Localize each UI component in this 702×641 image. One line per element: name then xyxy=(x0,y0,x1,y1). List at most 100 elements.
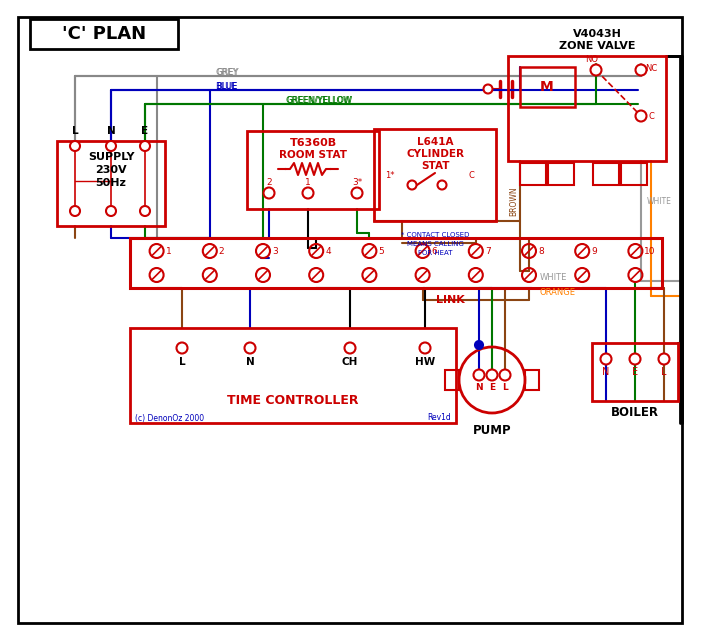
Text: ORANGE: ORANGE xyxy=(540,288,576,297)
Circle shape xyxy=(635,110,647,122)
Text: E: E xyxy=(141,126,149,136)
Text: N: N xyxy=(107,126,115,136)
Text: 2: 2 xyxy=(266,178,272,187)
Text: N: N xyxy=(475,383,483,392)
Circle shape xyxy=(345,342,355,353)
Text: E: E xyxy=(489,383,495,392)
Circle shape xyxy=(635,65,647,76)
Circle shape xyxy=(630,353,640,365)
Text: (c) DenonOz 2000: (c) DenonOz 2000 xyxy=(135,413,204,422)
Text: Rev1d: Rev1d xyxy=(428,413,451,422)
Text: T6360B: T6360B xyxy=(289,138,336,148)
Circle shape xyxy=(106,206,116,216)
Bar xyxy=(520,67,575,107)
Text: L: L xyxy=(502,383,508,392)
Text: L641A: L641A xyxy=(417,137,453,147)
Bar xyxy=(508,56,666,161)
Circle shape xyxy=(303,188,314,199)
Text: L: L xyxy=(661,367,667,377)
Circle shape xyxy=(70,141,80,151)
Text: 50Hz: 50Hz xyxy=(95,178,126,188)
Circle shape xyxy=(352,188,362,199)
Text: WHITE: WHITE xyxy=(540,272,567,281)
Text: ROOM STAT: ROOM STAT xyxy=(279,150,347,160)
Bar xyxy=(57,141,165,226)
Circle shape xyxy=(140,141,150,151)
Bar xyxy=(130,238,662,288)
Bar xyxy=(445,370,459,390)
Circle shape xyxy=(176,342,187,353)
Text: NC: NC xyxy=(645,63,657,72)
Text: LINK: LINK xyxy=(436,295,465,305)
Circle shape xyxy=(474,369,484,381)
Circle shape xyxy=(106,141,116,151)
Text: CYLINDER: CYLINDER xyxy=(406,149,464,159)
Text: 2: 2 xyxy=(219,247,225,256)
Text: BROWN: BROWN xyxy=(510,186,519,216)
Bar xyxy=(520,163,546,185)
Text: * CONTACT CLOSED: * CONTACT CLOSED xyxy=(401,232,469,238)
Text: V4043H: V4043H xyxy=(573,29,621,39)
Text: 230V: 230V xyxy=(95,165,127,175)
Text: 5: 5 xyxy=(378,247,384,256)
Text: GREEN/YELLOW: GREEN/YELLOW xyxy=(286,96,352,104)
Text: MEANS CALLING: MEANS CALLING xyxy=(406,241,463,247)
Circle shape xyxy=(244,342,256,353)
Text: 1: 1 xyxy=(166,247,171,256)
Text: GREY: GREY xyxy=(215,67,237,76)
Text: N: N xyxy=(246,357,254,367)
Bar xyxy=(525,370,539,390)
Text: L: L xyxy=(72,126,79,136)
Circle shape xyxy=(600,353,611,365)
Circle shape xyxy=(407,181,416,190)
Text: WHITE: WHITE xyxy=(647,197,672,206)
Circle shape xyxy=(437,181,446,190)
Circle shape xyxy=(658,353,670,365)
Text: 3: 3 xyxy=(272,247,278,256)
Text: BLUE: BLUE xyxy=(215,81,237,90)
Circle shape xyxy=(486,369,498,381)
Text: STAT: STAT xyxy=(420,161,449,171)
Circle shape xyxy=(475,341,483,349)
Circle shape xyxy=(500,369,510,381)
Bar xyxy=(130,328,456,423)
Text: FOR HEAT: FOR HEAT xyxy=(418,250,452,256)
Text: 6: 6 xyxy=(432,247,437,256)
Text: L: L xyxy=(179,357,185,367)
Text: N: N xyxy=(602,367,610,377)
Text: GREY: GREY xyxy=(216,67,239,76)
Circle shape xyxy=(140,206,150,216)
Text: CH: CH xyxy=(342,357,358,367)
Text: 3*: 3* xyxy=(352,178,362,187)
Bar xyxy=(621,163,647,185)
Text: PUMP: PUMP xyxy=(472,424,511,437)
Text: 7: 7 xyxy=(485,247,491,256)
Text: M: M xyxy=(540,80,554,94)
Text: ZONE VALVE: ZONE VALVE xyxy=(559,41,635,51)
Text: SUPPLY: SUPPLY xyxy=(88,152,134,162)
Text: E: E xyxy=(632,367,638,377)
Bar xyxy=(247,131,379,209)
Text: 10: 10 xyxy=(644,247,656,256)
Circle shape xyxy=(484,85,493,94)
Text: BLUE: BLUE xyxy=(216,81,237,90)
Text: 9: 9 xyxy=(591,247,597,256)
Text: BOILER: BOILER xyxy=(611,406,659,419)
Circle shape xyxy=(263,188,274,199)
Bar xyxy=(593,163,619,185)
Text: 1: 1 xyxy=(305,178,311,187)
Text: 1*: 1* xyxy=(385,171,395,179)
Bar xyxy=(374,129,496,221)
Text: C: C xyxy=(648,112,654,121)
Text: HW: HW xyxy=(415,357,435,367)
Text: NO: NO xyxy=(585,54,599,63)
Text: 'C' PLAN: 'C' PLAN xyxy=(62,25,146,43)
Bar xyxy=(30,19,178,49)
Bar xyxy=(548,163,574,185)
Circle shape xyxy=(420,342,430,353)
Text: C: C xyxy=(468,171,474,179)
Text: TIME CONTROLLER: TIME CONTROLLER xyxy=(227,394,359,408)
Text: 8: 8 xyxy=(538,247,544,256)
Text: 4: 4 xyxy=(325,247,331,256)
Text: GREEN/YELLOW: GREEN/YELLOW xyxy=(285,96,351,104)
